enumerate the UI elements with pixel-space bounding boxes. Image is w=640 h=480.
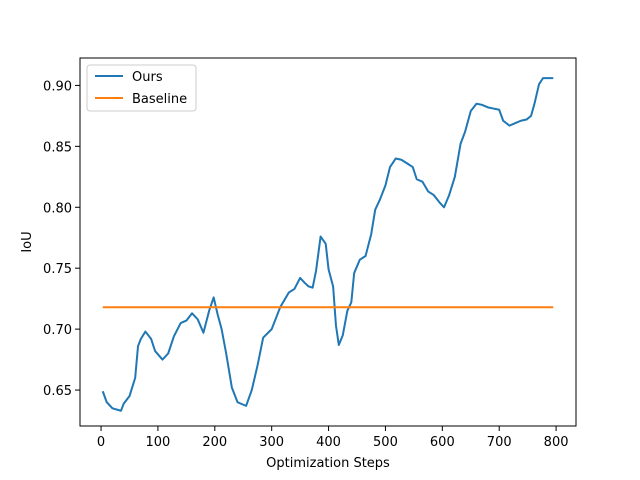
y-axis-label: IoU	[20, 231, 35, 252]
x-tick-label: 200	[202, 435, 227, 450]
plot-lines	[101, 77, 554, 412]
x-tick-label: 300	[259, 435, 284, 450]
series-line-ours	[101, 77, 554, 412]
y-tick-label: 0.80	[43, 201, 72, 216]
x-tick-label: 100	[146, 435, 171, 450]
y-tick-label: 0.65	[43, 384, 72, 399]
legend-label-baseline: Baseline	[132, 92, 187, 107]
x-tick-label: 800	[544, 435, 569, 450]
x-tick-label: 400	[316, 435, 341, 450]
y-tick-label: 0.70	[43, 323, 72, 338]
plot-area-frame	[79, 57, 577, 427]
x-axis-ticks: 0 100 200 300 400 500 600 700 800	[97, 426, 569, 450]
x-tick-label: 700	[487, 435, 512, 450]
x-tick-label: 500	[373, 435, 398, 450]
x-tick-label: 600	[430, 435, 455, 450]
y-tick-label: 0.75	[43, 262, 72, 277]
y-tick-label: 0.90	[43, 79, 72, 94]
x-tick-label: 0	[97, 435, 105, 450]
y-tick-label: 0.85	[43, 140, 72, 155]
y-axis-ticks: 0.65 0.70 0.75 0.80 0.85 0.90	[43, 79, 80, 399]
legend-label-ours: Ours	[132, 70, 163, 85]
x-axis-label: Optimization Steps	[266, 456, 390, 471]
legend: Ours Baseline	[86, 64, 197, 112]
